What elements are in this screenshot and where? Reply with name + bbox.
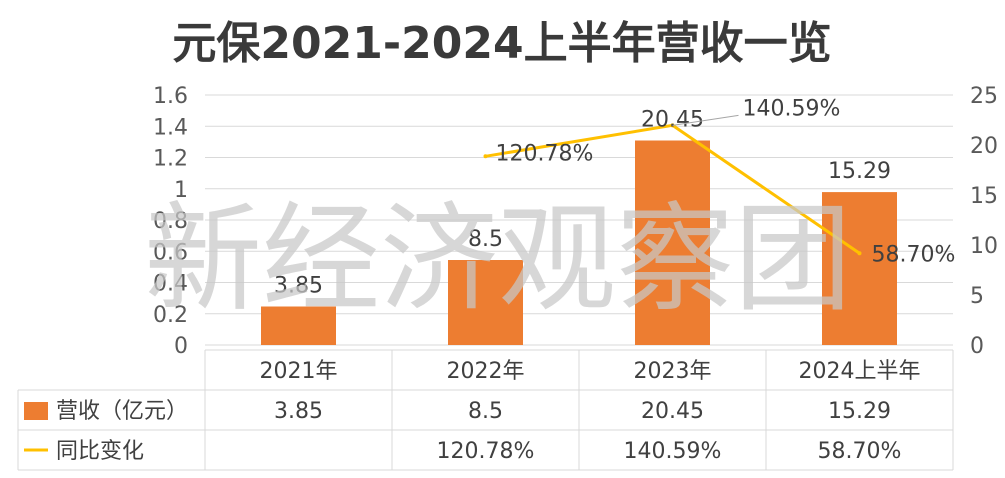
bar-data-label: 15.29 — [828, 159, 891, 184]
right-tick-label: 15 — [970, 184, 998, 209]
right-tick-label: 20 — [970, 134, 998, 159]
data-table: 2021年 2022年 2023年 2024上半年营收（亿元） 同比变化 3.85 8.5 2… — [17, 349, 954, 471]
left-tick-label: 0 — [174, 334, 188, 359]
bar-data-label: 3.85 — [274, 274, 323, 299]
chart-title: 元保2021-2024上半年营收一览 — [172, 18, 831, 69]
watermark: 新经济观察团 — [144, 190, 852, 328]
bar-data-label: 20.45 — [641, 108, 704, 133]
table-cell-revenue: 20.45 — [641, 399, 704, 424]
left-tick-label: 0.4 — [153, 272, 188, 297]
table-category: 2021年 — [260, 359, 338, 384]
table-cell-revenue: 8.5 — [468, 399, 503, 424]
table-category: 2022年 — [447, 359, 525, 384]
left-tick-label: 1.2 — [153, 147, 188, 172]
line-data-label: 120.78% — [496, 141, 594, 166]
line-point — [857, 251, 862, 256]
data-labels: 3.85 8.5 20.45 15.29 120.78% 140.59% 58.70% — [274, 96, 955, 298]
legend-key-bar — [24, 402, 48, 420]
line-data-label: 140.59% — [743, 96, 841, 121]
table-category: 2023年 — [634, 359, 712, 384]
bar — [448, 260, 523, 345]
left-tick-label: 1 — [174, 178, 188, 203]
bar — [635, 140, 710, 345]
table-cell-revenue: 3.85 — [274, 399, 323, 424]
bar-series — [261, 140, 897, 345]
right-tick-label: 25 — [970, 84, 998, 109]
legend-label-line: 同比变化 — [56, 439, 144, 464]
line-point — [483, 154, 488, 159]
right-tick-label: 0 — [970, 334, 984, 359]
bar — [822, 192, 897, 345]
legend-label-bar: 营收（亿元） — [56, 399, 188, 424]
label-leader — [672, 114, 739, 126]
left-tick-label: 0.6 — [153, 240, 188, 265]
table-cell-change: 120.78% — [437, 439, 535, 464]
table-category: 2024上半年 — [799, 359, 921, 384]
line-data-label: 58.70% — [872, 242, 956, 267]
table-cell-revenue: 15.29 — [828, 399, 891, 424]
left-tick-label: 1.6 — [153, 84, 188, 109]
table-cell-change: 58.70% — [818, 439, 902, 464]
right-axis-ticks: 0 5 10 15 20 25 — [970, 84, 998, 359]
left-tick-label: 0.8 — [153, 209, 188, 234]
left-tick-label: 0.2 — [153, 303, 188, 328]
bar-data-label: 8.5 — [468, 227, 503, 252]
bar — [261, 306, 336, 345]
right-tick-label: 5 — [970, 284, 984, 309]
left-tick-label: 1.4 — [153, 115, 188, 140]
table-cell-change: 140.59% — [624, 439, 722, 464]
right-tick-label: 10 — [970, 234, 998, 259]
left-axis-ticks: 0 0.2 0.4 0.6 0.8 1 1.2 1.4 1.6 — [153, 84, 188, 359]
